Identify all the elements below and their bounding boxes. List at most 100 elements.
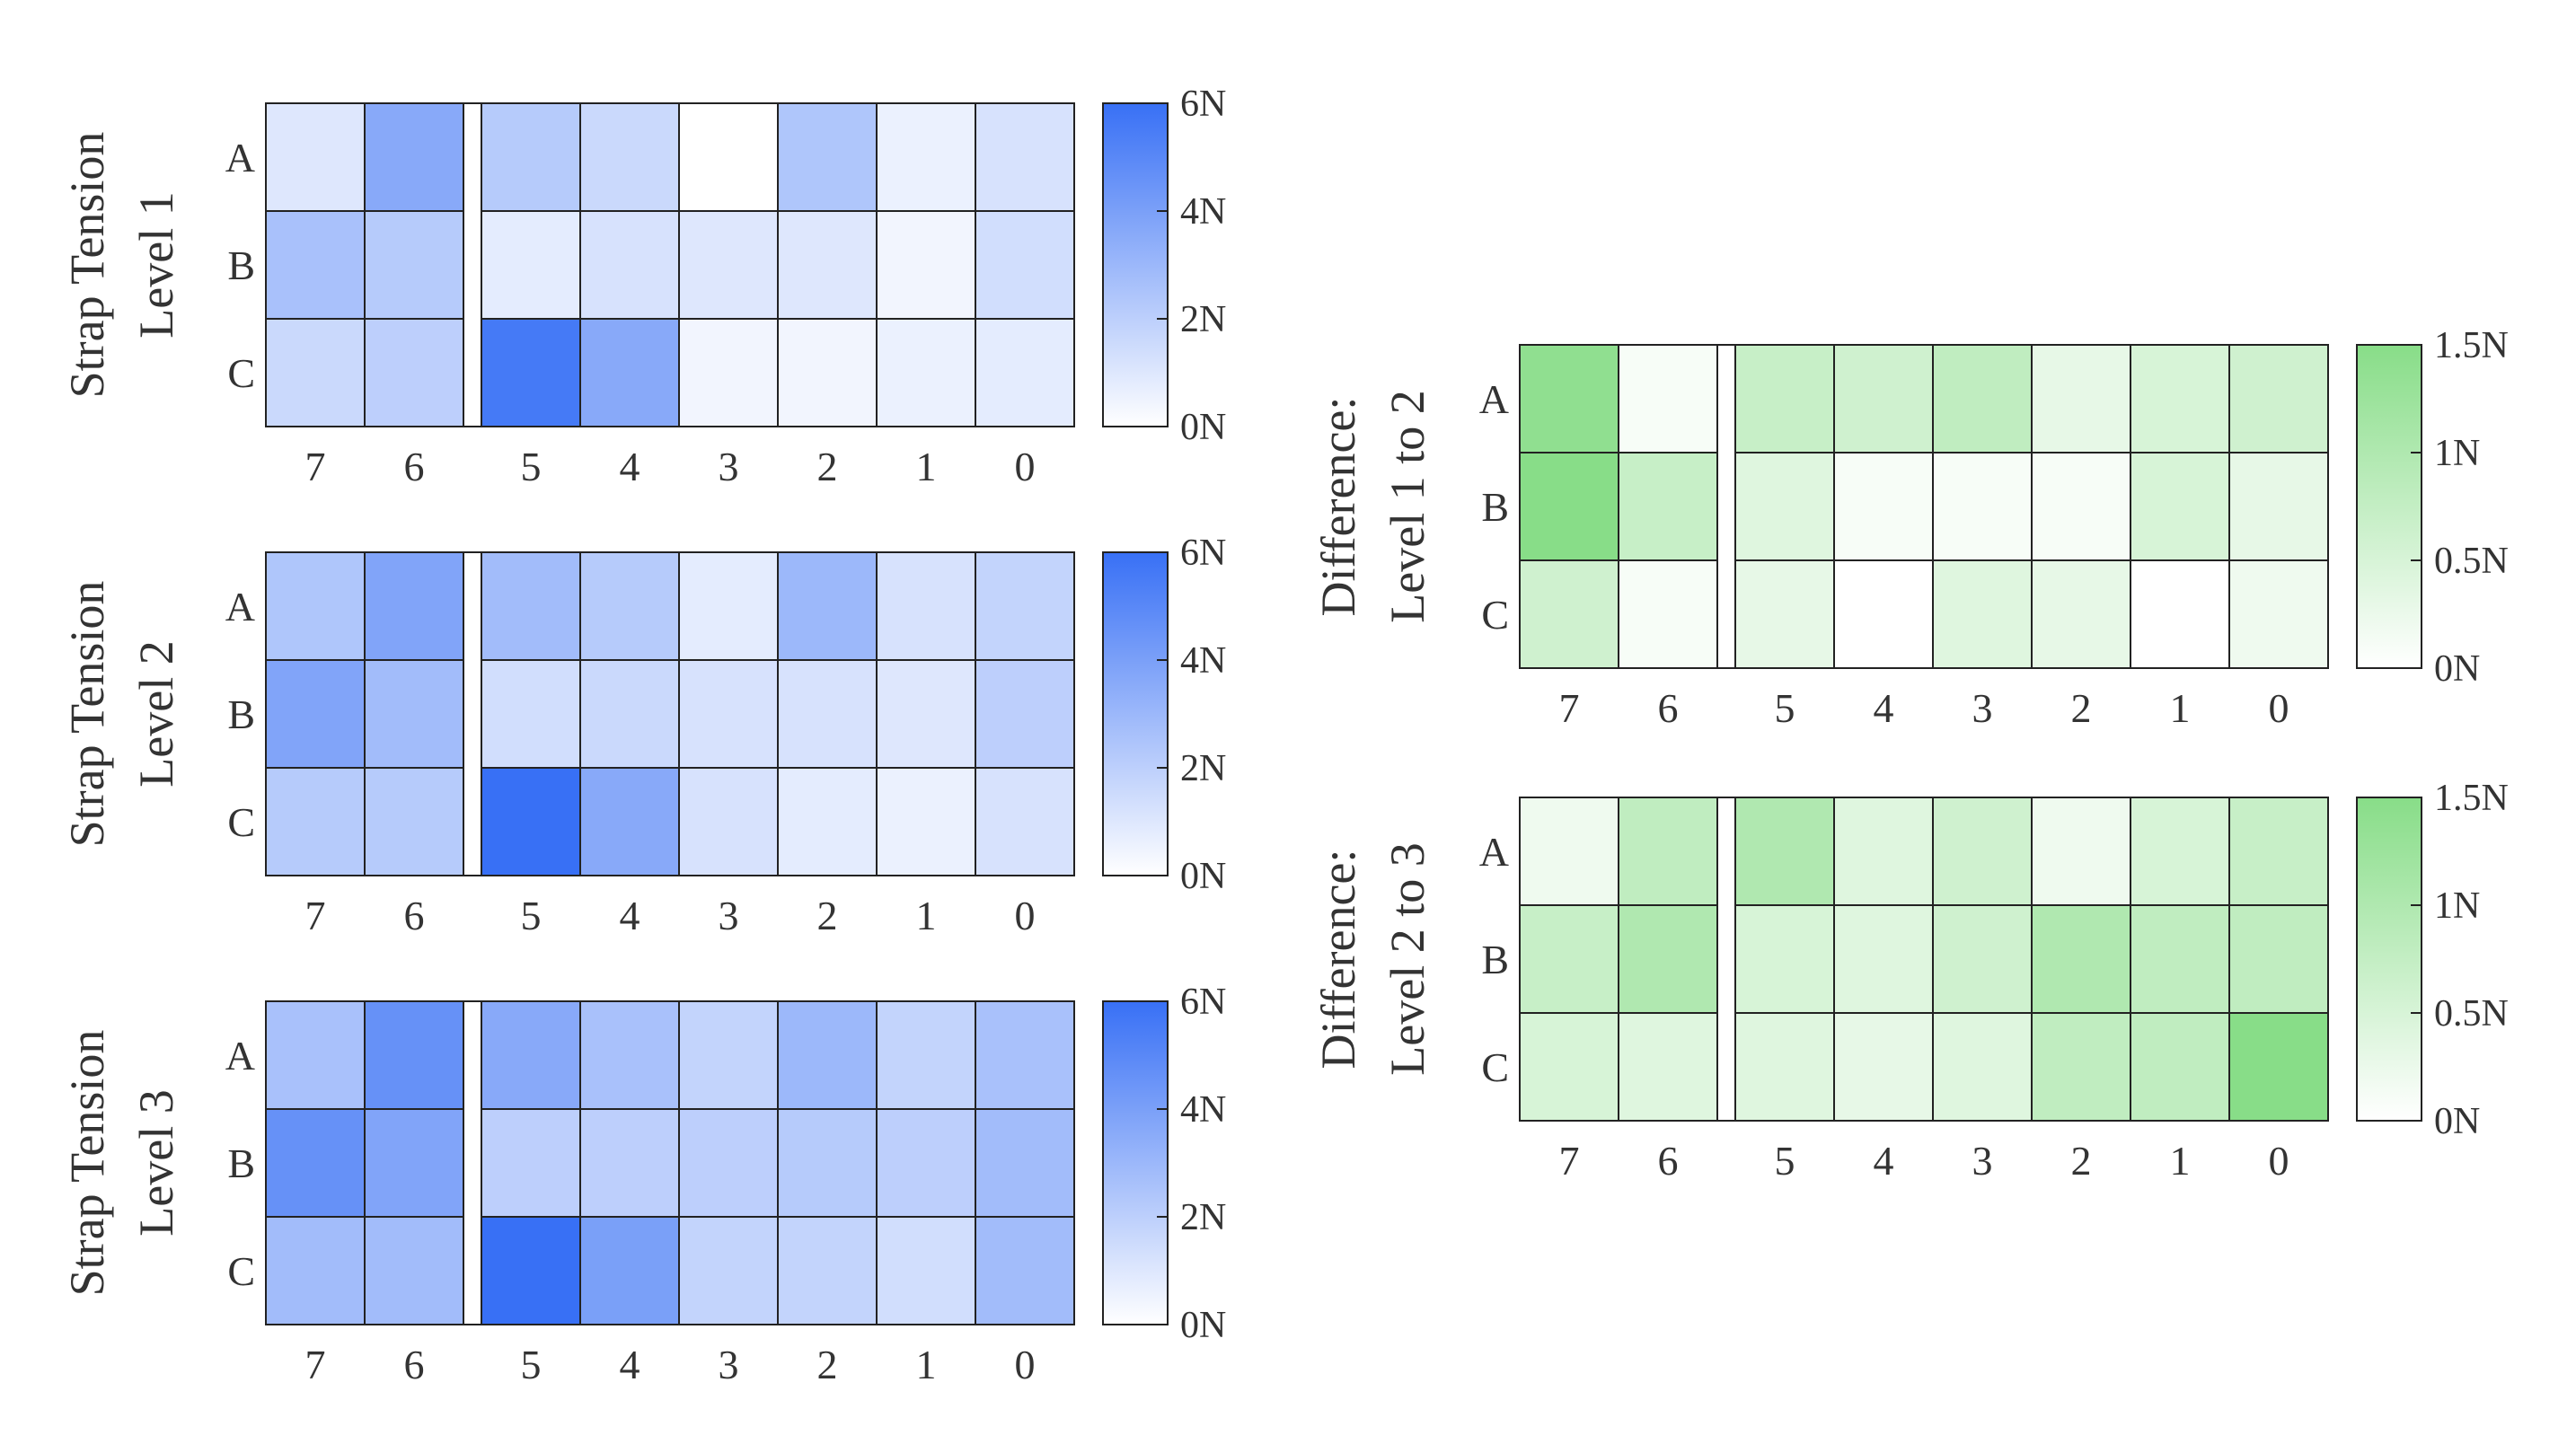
x-tick-label: 3 <box>719 893 739 938</box>
colorbar-tick-label: 1N <box>2434 433 2480 474</box>
heatmap-cell <box>2130 559 2230 669</box>
grid-frame <box>1519 344 2329 669</box>
colorbar <box>1102 102 1169 427</box>
heatmap-cell <box>1618 452 1718 561</box>
x-tick-label: 3 <box>719 1342 739 1387</box>
x-tick-label: 7 <box>305 444 326 489</box>
y-tick-label: C <box>227 799 255 845</box>
heatmap-cell <box>265 659 366 769</box>
y-axis-label-line-1: Difference: <box>1311 397 1365 617</box>
y-tick-label: A <box>1479 376 1509 422</box>
x-tick-label: 1 <box>916 893 937 938</box>
heatmap-cell <box>678 1216 779 1325</box>
heatmap-cell <box>678 551 779 661</box>
y-tick-label: C <box>227 350 255 396</box>
x-tick-label: 6 <box>1658 1138 1679 1184</box>
heatmap-cell <box>2228 344 2329 453</box>
x-tick-label: 0 <box>1015 1342 1036 1387</box>
colorbar <box>1102 1000 1169 1325</box>
x-tick-label: 1 <box>2170 1138 2191 1184</box>
heatmap-cell <box>876 102 976 212</box>
heatmap-cell <box>364 318 464 427</box>
y-axis-label-line-2: Level 1 <box>129 191 183 338</box>
heatmap-cell <box>2130 797 2230 906</box>
heatmap-cell <box>777 210 878 320</box>
heatmap-cell <box>975 767 1075 876</box>
heatmap-cell <box>777 1108 878 1218</box>
colorbar <box>2356 797 2422 1122</box>
y-axis-label-line-2: Level 3 <box>129 1089 183 1236</box>
heatmap-cell <box>876 1108 976 1218</box>
colorbar-tick-label: 2N <box>1180 299 1226 340</box>
x-tick-label: 2 <box>817 444 838 489</box>
heatmap-cell <box>777 318 878 427</box>
colorbar-tick-label: 6N <box>1180 533 1226 574</box>
heatmap-cell <box>2130 452 2230 561</box>
colorbar <box>1102 551 1169 876</box>
heatmap-cell <box>1734 452 1835 561</box>
heatmap-panel-3: 7 6 5 4 3 2 1 0 A B C Strap Tension Level 3 0N 2N 4N 6N <box>60 982 1226 1387</box>
x-tick-label: 1 <box>2170 685 2191 731</box>
colorbar <box>2356 344 2422 669</box>
x-tick-label: 0 <box>1015 444 1036 489</box>
x-tick-label: 7 <box>305 893 326 938</box>
heatmap-cell <box>975 1108 1075 1218</box>
heatmap-cell <box>1833 904 1934 1014</box>
grid-frame <box>1519 797 2329 1122</box>
heatmap-cell <box>481 551 581 661</box>
x-tick-label: 6 <box>1658 685 1679 731</box>
heatmap-cell <box>678 659 779 769</box>
y-tick-label: C <box>227 1248 255 1294</box>
heatmap-cell <box>364 659 464 769</box>
heatmap-cell <box>481 210 581 320</box>
heatmap-cell <box>1734 904 1835 1014</box>
y-axis-label-line-1: Strap Tension <box>60 581 114 848</box>
x-tick-label: 7 <box>1559 1138 1580 1184</box>
heatmap-panel-2: 7 6 5 4 3 2 1 0 A B C Strap Tension Level 2 0N 2N 4N 6N <box>60 533 1226 938</box>
heatmap-cell <box>2031 452 2131 561</box>
heatmap-cell <box>364 767 464 876</box>
x-tick-label: 5 <box>1775 685 1795 731</box>
heatmap-cell <box>2031 559 2131 669</box>
x-tick-label: 2 <box>2071 1138 2092 1184</box>
y-axis-label-line-2: Level 2 <box>129 640 183 787</box>
y-tick-label: B <box>1481 484 1509 530</box>
x-tick-label: 2 <box>817 1342 838 1387</box>
heatmap-cell <box>579 210 680 320</box>
heatmap-cell <box>364 210 464 320</box>
heatmap-cell <box>2228 452 2329 561</box>
heatmap-cell <box>876 767 976 876</box>
heatmap-cell <box>975 1216 1075 1325</box>
x-tick-label: 3 <box>1972 685 1993 731</box>
y-tick-label: B <box>227 242 255 288</box>
colorbar-tick-label: 6N <box>1180 982 1226 1023</box>
heatmap-cell <box>579 767 680 876</box>
heatmap-cell <box>481 767 581 876</box>
heatmap-cell <box>364 1108 464 1218</box>
x-tick-label: 1 <box>916 1342 937 1387</box>
heatmap-cell <box>975 659 1075 769</box>
heatmap-cell <box>2031 344 2131 453</box>
x-tick-label: 1 <box>916 444 937 489</box>
heatmap-cell <box>1932 452 2033 561</box>
y-tick-label: A <box>225 1033 255 1079</box>
heatmap-cell <box>1618 1012 1718 1122</box>
heatmap-cell <box>481 1108 581 1218</box>
heatmap-cell <box>2228 559 2329 669</box>
x-tick-label: 5 <box>521 444 542 489</box>
x-tick-label: 0 <box>2269 1138 2289 1184</box>
colorbar-tick-label: 1N <box>2434 885 2480 927</box>
colorbar-tick-label: 4N <box>1180 1089 1226 1131</box>
heatmap-cell <box>1519 559 1619 669</box>
heatmap-cell <box>678 102 779 212</box>
heatmap-cell <box>265 318 366 427</box>
heatmap-cell <box>1519 1012 1619 1122</box>
heatmap-cell <box>481 318 581 427</box>
heatmap-cell <box>1734 559 1835 669</box>
colorbar-tick-label: 4N <box>1180 640 1226 682</box>
heatmap-cell <box>364 1000 464 1110</box>
heatmap-cell <box>975 1000 1075 1110</box>
x-tick-label: 3 <box>719 444 739 489</box>
grid-frame <box>265 102 1075 427</box>
colorbar-tick-label: 2N <box>1180 1197 1226 1238</box>
